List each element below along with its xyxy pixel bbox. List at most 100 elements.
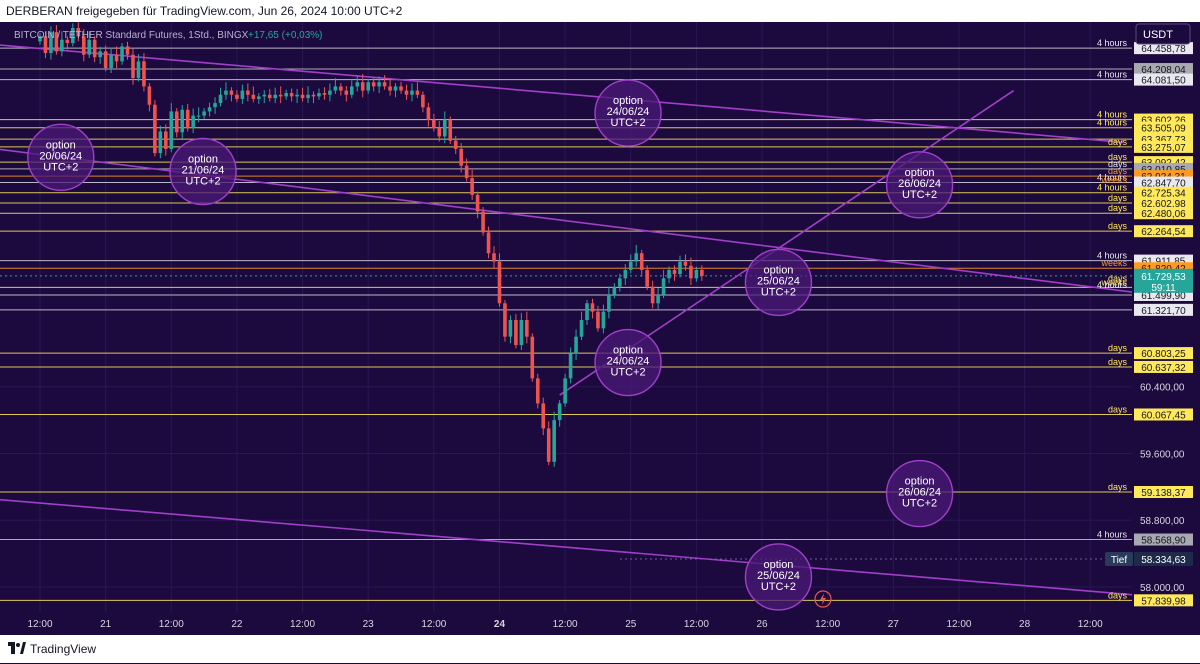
candle-body bbox=[661, 278, 666, 295]
option-label: option bbox=[188, 153, 218, 165]
level-tag: 4 hours bbox=[1097, 118, 1128, 128]
candle-body bbox=[300, 94, 305, 99]
y-tick-label: 58.000,00 bbox=[1140, 583, 1185, 594]
candle-body bbox=[366, 82, 370, 91]
currency-label: USDT bbox=[1143, 29, 1173, 41]
candle-body bbox=[229, 90, 234, 95]
candle-body bbox=[497, 261, 502, 304]
x-tick-label: 28 bbox=[1019, 619, 1031, 630]
share-header-text: DERBERAN freigegeben für TradingView.com… bbox=[6, 4, 403, 18]
level-badge bbox=[1134, 42, 1193, 55]
candle-body bbox=[426, 107, 431, 120]
option-label: UTC+2 bbox=[610, 117, 645, 129]
candle-body bbox=[607, 294, 611, 312]
candle-body bbox=[60, 39, 64, 52]
candle-body bbox=[552, 420, 556, 462]
candle-body bbox=[541, 403, 546, 429]
level-value: 63.505,09 bbox=[1141, 124, 1186, 135]
x-tick-label: 23 bbox=[363, 619, 375, 630]
y-tick-label: 58.800,00 bbox=[1140, 516, 1185, 527]
candle-body bbox=[333, 86, 338, 91]
level-tag: 4 hours bbox=[1097, 70, 1128, 80]
candle-body bbox=[618, 278, 622, 287]
candle-body bbox=[235, 94, 239, 99]
level-badge bbox=[1134, 533, 1193, 546]
option-label: option bbox=[46, 139, 76, 151]
trend-line[interactable] bbox=[0, 498, 1189, 601]
candle-body bbox=[475, 194, 480, 212]
alert-icon[interactable] bbox=[814, 590, 832, 608]
level-badge bbox=[1134, 73, 1193, 86]
level-badge bbox=[1134, 360, 1193, 373]
level-tag: weeks bbox=[1100, 175, 1127, 185]
candle-body bbox=[683, 261, 688, 266]
low-badge bbox=[1134, 552, 1193, 567]
level-tag: days bbox=[1108, 152, 1128, 162]
level-value: 62.480,06 bbox=[1141, 209, 1186, 220]
option-markers: option20/06/24UTC+2option21/06/24UTC+2op… bbox=[27, 79, 954, 611]
chart-canvas[interactable]: option20/06/24UTC+2option21/06/24UTC+2op… bbox=[0, 22, 1200, 635]
tradingview-logo-icon bbox=[8, 636, 26, 664]
option-label: option bbox=[763, 559, 793, 571]
change-label: +17,65 (+0,03%) bbox=[248, 30, 323, 41]
level-tag: days bbox=[1108, 404, 1128, 414]
option-label: UTC+2 bbox=[761, 581, 796, 593]
candle-body bbox=[257, 96, 261, 99]
level-badge bbox=[1134, 207, 1193, 220]
currency-button[interactable]: USDT bbox=[1135, 23, 1191, 45]
option-circle bbox=[27, 123, 95, 192]
candle-body bbox=[382, 82, 387, 87]
price-chart[interactable]: option 20/06/24 UTC+2 option 21/06/24 UTC+2 op… bbox=[0, 22, 1200, 635]
candle-body bbox=[546, 428, 551, 462]
candle-body bbox=[464, 165, 469, 179]
candle-body bbox=[393, 86, 398, 91]
candle-body bbox=[87, 39, 92, 55]
level-badge bbox=[1134, 196, 1193, 209]
level-value: 61.321,70 bbox=[1141, 306, 1186, 317]
candle-body bbox=[109, 54, 113, 69]
candle-body bbox=[174, 111, 179, 133]
candle-body bbox=[349, 86, 354, 95]
candle-body bbox=[164, 131, 168, 149]
candle-body bbox=[404, 90, 409, 95]
candle-body bbox=[65, 39, 70, 44]
candle-body bbox=[585, 303, 589, 320]
candle-body bbox=[196, 115, 201, 117]
level-tag: days bbox=[1108, 166, 1128, 176]
low-tag-badge bbox=[1105, 552, 1133, 567]
y-tick-label: 59.600,00 bbox=[1140, 449, 1185, 460]
trend-line[interactable] bbox=[0, 44, 1124, 144]
x-tick-label: 12:00 bbox=[421, 619, 446, 630]
level-tag: days bbox=[1108, 273, 1128, 283]
level-tag: 4 hours bbox=[1097, 173, 1128, 183]
level-tag: 4 hours bbox=[1097, 183, 1128, 193]
candle-body bbox=[508, 320, 513, 337]
time-axis[interactable] bbox=[0, 612, 1200, 635]
level-tag: 4 hours bbox=[1097, 110, 1128, 120]
level-value: 62.602,98 bbox=[1141, 199, 1186, 210]
candle-body bbox=[486, 232, 491, 254]
option-label: UTC+2 bbox=[43, 161, 78, 173]
candle-body bbox=[360, 82, 365, 91]
candle-body bbox=[81, 36, 86, 55]
candle-body bbox=[131, 54, 135, 79]
candle-body bbox=[284, 93, 288, 97]
candle-body bbox=[71, 28, 75, 44]
candle-body bbox=[650, 286, 655, 304]
option-label: 24/06/24 bbox=[607, 106, 650, 118]
x-tick-label: 12:00 bbox=[159, 619, 184, 630]
candle-body bbox=[623, 269, 628, 279]
candle-body bbox=[442, 119, 447, 137]
candle-body bbox=[399, 86, 403, 91]
option-label: 26/06/24 bbox=[898, 487, 941, 499]
candle-body bbox=[437, 128, 442, 137]
candle-body bbox=[590, 303, 595, 312]
